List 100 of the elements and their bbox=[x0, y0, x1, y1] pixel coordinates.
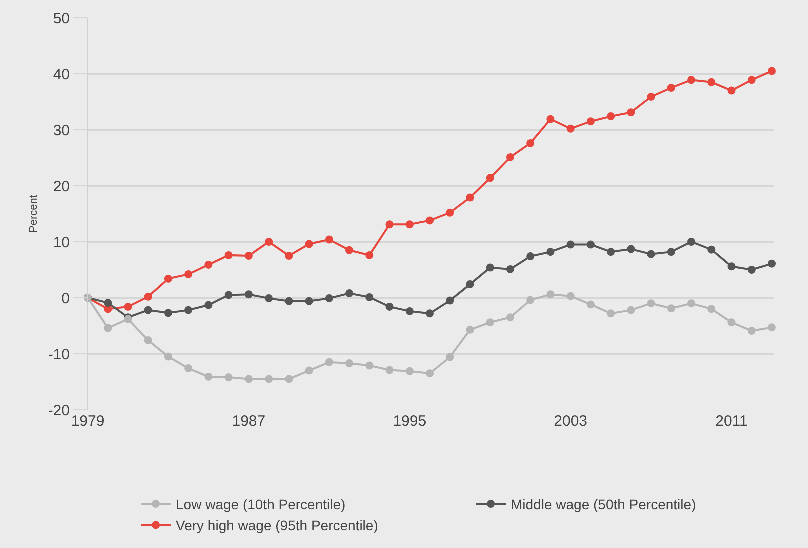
y-tick-label: -20 bbox=[48, 402, 70, 420]
point bbox=[325, 236, 334, 244]
point bbox=[748, 76, 756, 84]
point bbox=[466, 326, 474, 334]
point bbox=[546, 290, 555, 299]
x-tick-label: 1995 bbox=[393, 413, 427, 430]
y-tick-label: 40 bbox=[53, 66, 70, 84]
point bbox=[426, 370, 434, 378]
point bbox=[346, 290, 354, 298]
point bbox=[466, 194, 474, 202]
point bbox=[506, 314, 514, 322]
legend-label: Low wage (10th Percentile) bbox=[176, 496, 346, 512]
point bbox=[265, 375, 274, 384]
point bbox=[607, 112, 616, 121]
point bbox=[708, 78, 716, 86]
point bbox=[708, 246, 716, 254]
legend-label: Very high wage (95th Percentile) bbox=[176, 518, 378, 534]
y-tick-label: -10 bbox=[48, 346, 70, 364]
point bbox=[204, 372, 213, 381]
point bbox=[164, 274, 172, 283]
point bbox=[446, 208, 454, 217]
point bbox=[586, 118, 595, 126]
x-tick-label: 1987 bbox=[232, 413, 266, 430]
point bbox=[164, 352, 172, 361]
point bbox=[566, 240, 575, 249]
point bbox=[566, 292, 575, 300]
legend-label: Middle wage (50th Percentile) bbox=[511, 496, 696, 512]
point bbox=[566, 124, 575, 133]
point bbox=[426, 216, 434, 225]
point bbox=[305, 366, 314, 375]
point bbox=[688, 300, 696, 308]
point bbox=[506, 265, 514, 274]
point bbox=[526, 139, 535, 148]
point bbox=[224, 374, 233, 382]
point bbox=[144, 306, 152, 314]
point bbox=[104, 299, 112, 308]
point bbox=[386, 302, 394, 311]
point bbox=[184, 270, 193, 278]
point bbox=[406, 367, 414, 376]
point bbox=[667, 248, 676, 256]
point bbox=[124, 302, 132, 311]
y-tick-label: 10 bbox=[53, 234, 70, 252]
point bbox=[627, 108, 636, 117]
point bbox=[144, 292, 152, 301]
point bbox=[244, 252, 253, 260]
point bbox=[586, 240, 595, 249]
point bbox=[164, 309, 172, 318]
point bbox=[346, 246, 354, 254]
point bbox=[748, 266, 756, 274]
y-tick-label: 30 bbox=[53, 122, 70, 140]
point bbox=[708, 305, 716, 314]
point bbox=[768, 67, 776, 76]
point bbox=[688, 238, 696, 246]
x-tick-label: 1979 bbox=[71, 413, 105, 430]
point bbox=[486, 264, 494, 272]
point bbox=[446, 353, 454, 362]
point bbox=[667, 304, 676, 313]
y-tick-label: 20 bbox=[53, 178, 70, 196]
point bbox=[426, 310, 434, 318]
point bbox=[104, 324, 112, 332]
point bbox=[406, 307, 414, 316]
point bbox=[285, 252, 294, 260]
point bbox=[526, 252, 535, 261]
point bbox=[647, 92, 656, 101]
point bbox=[184, 364, 193, 373]
y-axis-title: Percent bbox=[28, 195, 40, 233]
point bbox=[285, 375, 294, 384]
point bbox=[244, 375, 253, 384]
point bbox=[346, 360, 354, 368]
x-tick-label: 2011 bbox=[716, 413, 748, 430]
point bbox=[728, 86, 736, 95]
point bbox=[325, 358, 334, 366]
point bbox=[184, 306, 193, 314]
point bbox=[366, 362, 374, 370]
point bbox=[768, 260, 776, 268]
point bbox=[325, 294, 334, 303]
point bbox=[486, 174, 494, 182]
point bbox=[224, 251, 233, 260]
point bbox=[728, 318, 736, 327]
point bbox=[748, 327, 756, 336]
point bbox=[366, 293, 374, 302]
point bbox=[244, 290, 253, 299]
point bbox=[386, 220, 394, 229]
point bbox=[366, 251, 374, 260]
point bbox=[688, 76, 696, 84]
point bbox=[546, 115, 555, 124]
point bbox=[144, 336, 152, 345]
y-tick-label: 0 bbox=[62, 290, 70, 308]
point bbox=[647, 300, 656, 308]
point bbox=[607, 248, 616, 256]
point bbox=[224, 291, 233, 300]
point bbox=[204, 301, 213, 310]
point bbox=[768, 324, 776, 332]
x-tick-label: 2003 bbox=[554, 413, 588, 430]
point bbox=[728, 262, 736, 271]
point bbox=[506, 153, 514, 162]
y-tick-label: 50 bbox=[53, 10, 70, 28]
point bbox=[647, 250, 656, 258]
point bbox=[406, 220, 414, 229]
point bbox=[466, 280, 474, 289]
